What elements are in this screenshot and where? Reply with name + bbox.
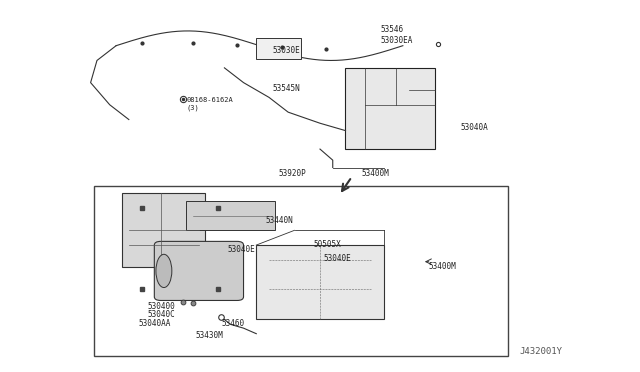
Text: J432001Y: J432001Y <box>519 347 562 356</box>
Text: 53400M: 53400M <box>362 169 389 179</box>
Text: 53040A: 53040A <box>460 123 488 132</box>
Bar <box>94 186 508 356</box>
Text: 53430M: 53430M <box>196 331 223 340</box>
Text: 53030E: 53030E <box>272 46 300 55</box>
FancyBboxPatch shape <box>346 68 435 149</box>
Text: 53040E: 53040E <box>228 245 255 254</box>
FancyBboxPatch shape <box>256 38 301 59</box>
Text: 53460: 53460 <box>221 319 244 328</box>
Text: 53040AA: 53040AA <box>138 319 171 328</box>
Text: 53040E: 53040E <box>323 254 351 263</box>
Text: 530400: 530400 <box>148 302 176 311</box>
Text: 53440N: 53440N <box>266 216 294 225</box>
FancyBboxPatch shape <box>122 193 205 267</box>
FancyBboxPatch shape <box>154 241 244 301</box>
Text: 53545N: 53545N <box>272 84 300 93</box>
Text: 53920P: 53920P <box>278 169 307 179</box>
Text: 53030EA: 53030EA <box>381 36 413 45</box>
Text: 53040C: 53040C <box>148 310 176 320</box>
Ellipse shape <box>156 254 172 288</box>
Text: 08168-6162A
(3): 08168-6162A (3) <box>186 97 233 111</box>
FancyBboxPatch shape <box>256 245 384 319</box>
Text: 53400M: 53400M <box>428 262 456 271</box>
Text: 53546: 53546 <box>381 25 404 34</box>
Text: 50505X: 50505X <box>314 240 341 248</box>
FancyBboxPatch shape <box>186 201 275 230</box>
